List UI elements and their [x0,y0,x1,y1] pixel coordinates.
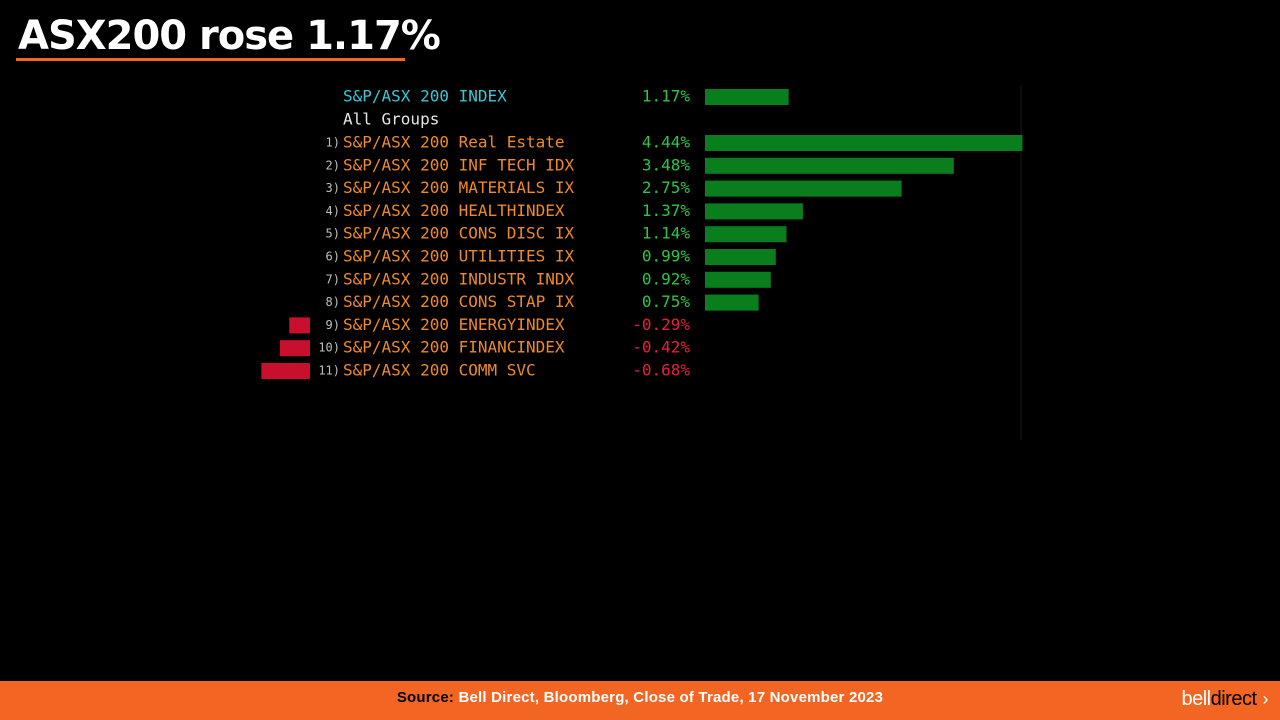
rank-label: 6) [326,250,340,264]
title-underline [16,58,405,61]
sector-bar [705,157,954,174]
source-text: Bell Direct, Bloomberg, Close of Trade, … [454,689,884,706]
rank-label: 8) [326,295,340,309]
category-label: S&P/ASX 200 CONS DISC IX [343,224,575,243]
rank-label: 1) [326,136,340,150]
sector-bar [705,135,1023,151]
category-label: S&P/ASX 200 Real Estate [343,133,565,152]
group-header: All Groups [343,110,439,129]
sector-bar [705,180,902,197]
value-label: 3.48% [642,155,691,174]
value-label: -0.29% [632,315,690,334]
value-label: 0.75% [642,292,691,311]
footer-bar: Source: Bell Direct, Bloomberg, Close of… [0,681,1280,720]
category-label: S&P/ASX 200 ENERGYINDEX [343,315,565,334]
value-label: 0.99% [642,247,691,266]
bell-direct-logo[interactable]: belldirect › [1181,688,1268,711]
rank-label: 11) [318,364,340,378]
source-label: Source: [396,689,455,706]
value-label: 1.14% [642,224,691,243]
value-label: 4.44% [642,133,691,152]
slide-title: ASX200 rose 1.17% [18,13,441,59]
category-label: S&P/ASX 200 INDUSTR INDX [343,269,575,288]
rank-label: 5) [326,227,340,241]
sector-bar [705,203,803,220]
category-label: S&P/ASX 200 COMM SVC [343,361,536,380]
index-value-label: 1.17% [642,87,691,106]
category-label: S&P/ASX 200 CONS STAP IX [343,292,575,311]
category-label: S&P/ASX 200 UTILITIES IX [343,247,575,266]
sector-bar [261,363,310,379]
sector-bar [279,340,310,357]
sector-bar [705,226,787,243]
rank-label: 4) [326,204,340,218]
index-bar [705,89,789,105]
sector-bar [705,249,776,265]
rank-label: 7) [326,272,340,286]
category-label: S&P/ASX 200 INF TECH IDX [343,155,575,174]
sector-bar [289,317,310,334]
value-label: 0.92% [642,269,691,288]
sector-bar [705,294,759,311]
value-label: -0.68% [632,361,690,380]
rank-label: 9) [326,318,340,332]
source-note: Source: Bell Direct, Bloomberg, Close of… [0,689,1280,706]
index-label: S&P/ASX 200 INDEX [343,87,507,106]
value-label: 1.37% [642,201,691,220]
value-label: -0.42% [632,338,690,357]
rank-label: 2) [326,158,340,172]
chevron-right-icon: › [1262,689,1269,709]
rank-label: 3) [326,181,340,195]
value-label: 2.75% [642,178,691,197]
rank-label: 10) [318,341,340,355]
brand-direct: direct [1210,688,1257,710]
category-label: S&P/ASX 200 HEALTHINDEX [343,201,565,220]
category-label: S&P/ASX 200 FINANCINDEX [343,338,565,357]
brand-bell: bell [1181,688,1211,710]
category-label: S&P/ASX 200 MATERIALS IX [343,178,575,197]
sector-bar [705,271,771,288]
